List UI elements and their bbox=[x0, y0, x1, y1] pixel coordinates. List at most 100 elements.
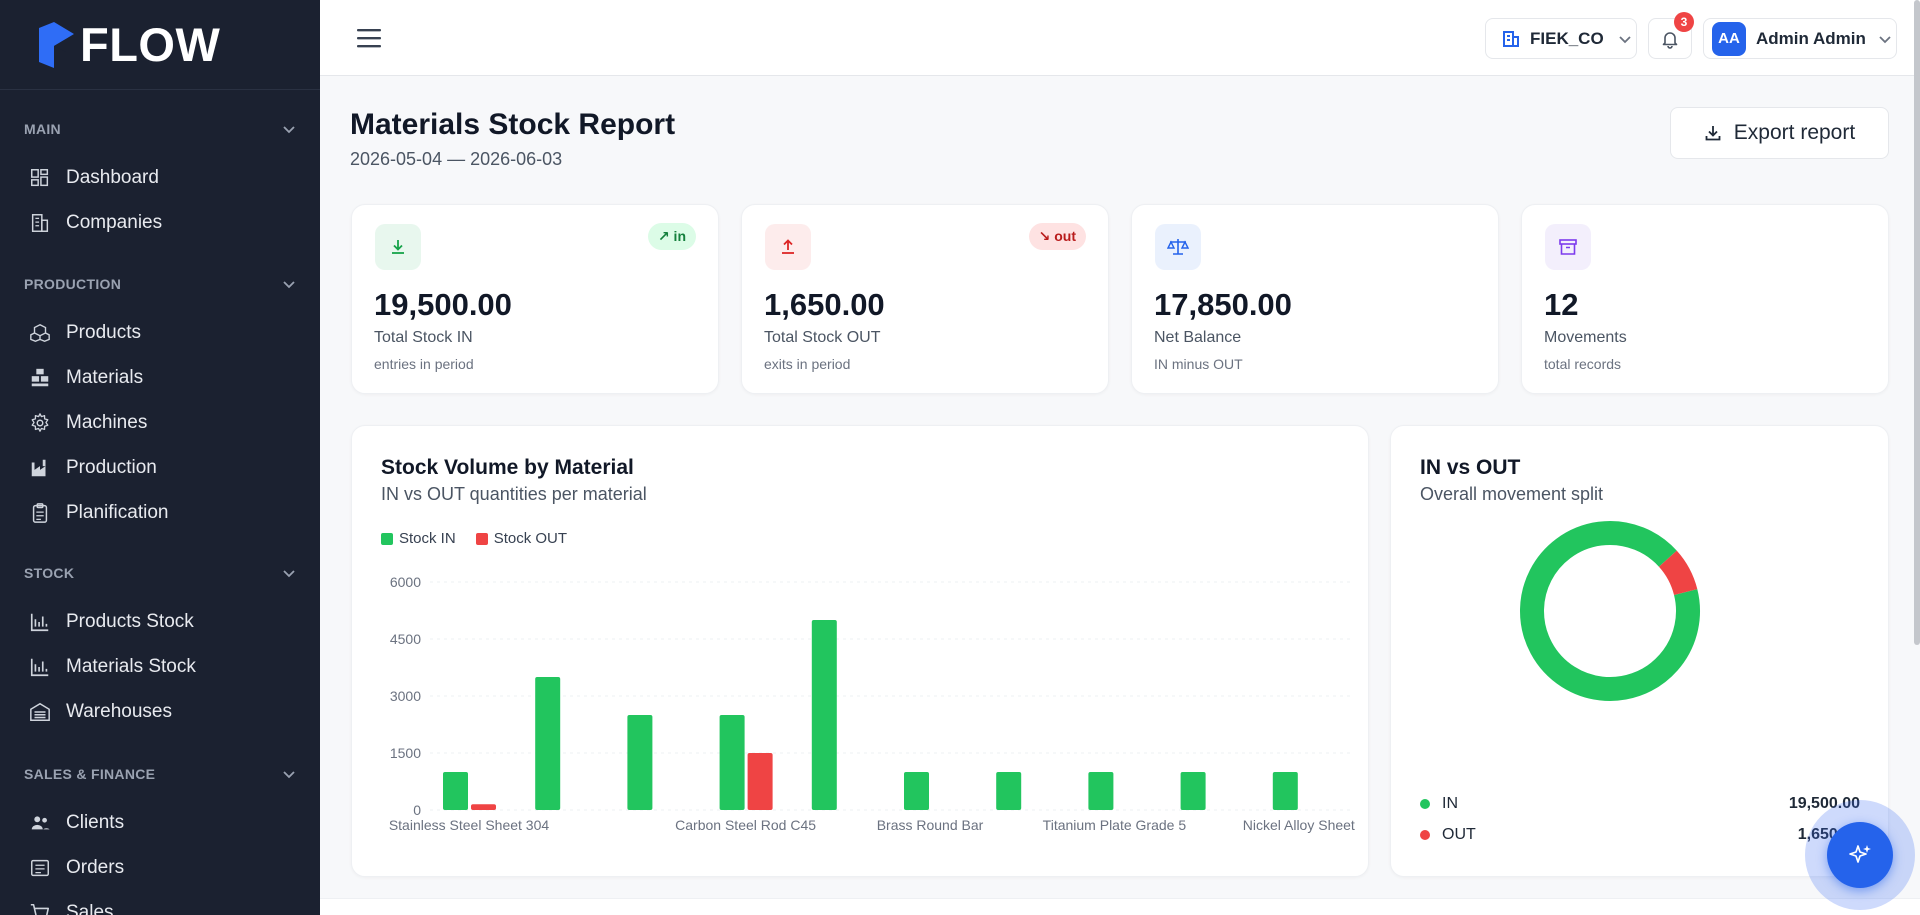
legend-label: IN bbox=[1442, 795, 1458, 812]
flow-logo-icon bbox=[39, 21, 74, 68]
y-tick-label: 1500 bbox=[390, 745, 421, 761]
bell-icon bbox=[1662, 31, 1678, 49]
sidebar-item-materials-stock[interactable]: Materials Stock bbox=[0, 644, 320, 689]
x-tick-label: Brass Round Bar bbox=[877, 817, 984, 833]
sidebar-item-label: Products bbox=[66, 321, 141, 343]
legend-item-stock-in[interactable]: Stock IN bbox=[381, 530, 456, 547]
sidebar-item-label: Sales bbox=[66, 901, 114, 915]
bar-stock-in bbox=[1088, 772, 1114, 810]
sidebar-section-sales-finance: SALES & FINANCE Clients Orders Sales bbox=[0, 760, 320, 915]
stat-value: 12 bbox=[1544, 287, 1579, 322]
menu-icon[interactable] bbox=[356, 27, 382, 49]
building-icon bbox=[1503, 30, 1519, 47]
scale-icon bbox=[1155, 224, 1201, 270]
date-range: 2026-05-04 — 2026-06-03 bbox=[350, 149, 563, 169]
y-tick-label: 0 bbox=[413, 802, 421, 818]
sidebar-item-orders[interactable]: Orders bbox=[0, 845, 320, 890]
chevron-down-icon bbox=[283, 570, 295, 578]
sidebar-section-stock: STOCK Products Stock Materials Stock Wareho… bbox=[0, 559, 320, 734]
in-vs-out-panel: IN vs OUT Overall movement split IN 19,5… bbox=[1390, 425, 1889, 877]
stat-sub: exits in period bbox=[764, 356, 851, 372]
user-name: Admin Admin bbox=[1756, 28, 1866, 48]
bar-stock-in bbox=[535, 677, 561, 810]
building-icon bbox=[28, 211, 52, 235]
company-selector[interactable]: FIEK_CO bbox=[1485, 18, 1637, 59]
sidebar-section-production: PRODUCTION Products Materials Machines Produ… bbox=[0, 270, 320, 535]
stat-value: 17,850.00 bbox=[1154, 287, 1292, 322]
warehouse-icon bbox=[28, 700, 52, 724]
stat-label: Movements bbox=[1544, 329, 1627, 346]
upload-icon bbox=[765, 224, 811, 270]
y-tick-label: 6000 bbox=[390, 574, 421, 590]
clipboard-icon bbox=[28, 501, 52, 525]
donut-slice-in bbox=[1520, 521, 1700, 701]
chevron-down-icon bbox=[1619, 35, 1631, 43]
dashboard-icon bbox=[28, 166, 52, 190]
sidebar-item-machines[interactable]: Machines bbox=[0, 400, 320, 445]
sparkles-icon bbox=[1849, 845, 1871, 863]
y-tick-label: 4500 bbox=[390, 631, 421, 647]
brand[interactable]: FLOW bbox=[0, 0, 320, 90]
company-name: FIEK_CO bbox=[1530, 28, 1604, 48]
stat-card-stock-out: ↘ out 1,650.00 Total Stock OUT exits in … bbox=[741, 204, 1109, 394]
materials-icon bbox=[28, 366, 52, 390]
sidebar-item-label: Orders bbox=[66, 856, 125, 878]
user-menu[interactable]: AA Admin Admin bbox=[1703, 18, 1897, 59]
bar-stock-in bbox=[904, 772, 929, 810]
sidebar-item-label: Machines bbox=[66, 411, 148, 433]
notification-count-badge: 3 bbox=[1674, 12, 1694, 32]
donut-legend-in: IN 19,500.00 bbox=[1420, 795, 1860, 813]
legend-label: OUT bbox=[1442, 826, 1476, 843]
users-icon bbox=[28, 811, 52, 835]
bar-stock-in bbox=[627, 715, 653, 810]
x-tick-label: Carbon Steel Rod C45 bbox=[675, 817, 816, 833]
sidebar-item-warehouses[interactable]: Warehouses bbox=[0, 689, 320, 734]
cart-icon bbox=[28, 901, 52, 915]
sidebar: FLOW MAIN Dashboard Companies PRODUCTION Pro… bbox=[0, 0, 320, 915]
sidebar-section-header[interactable]: SALES & FINANCE bbox=[0, 760, 320, 788]
notifications-button[interactable]: 3 bbox=[1648, 12, 1694, 59]
section-label: STOCK bbox=[24, 565, 75, 581]
donut-chart bbox=[1520, 521, 1700, 701]
bar-chart-icon bbox=[28, 655, 52, 679]
panel-title: IN vs OUT bbox=[1420, 456, 1521, 479]
sidebar-item-products-stock[interactable]: Products Stock bbox=[0, 599, 320, 644]
sidebar-item-label: Companies bbox=[66, 211, 163, 233]
sidebar-section-header[interactable]: MAIN bbox=[0, 115, 320, 143]
sidebar-item-planification[interactable]: Planification bbox=[0, 490, 320, 535]
sidebar-section-header[interactable]: STOCK bbox=[0, 559, 320, 587]
bar-stock-out bbox=[471, 804, 496, 810]
export-report-button[interactable]: Export report bbox=[1670, 107, 1889, 159]
stat-label: Total Stock OUT bbox=[764, 329, 881, 346]
sidebar-item-label: Materials bbox=[66, 366, 144, 388]
scrollbar[interactable] bbox=[1914, 0, 1920, 645]
sidebar-item-products[interactable]: Products bbox=[0, 310, 320, 355]
in-badge: ↗ in bbox=[647, 223, 696, 250]
stat-value: 1,650.00 bbox=[764, 287, 885, 322]
sidebar-item-materials[interactable]: Materials bbox=[0, 355, 320, 400]
factory-icon bbox=[28, 456, 52, 480]
sidebar-item-label: Materials Stock bbox=[66, 655, 196, 677]
y-tick-label: 3000 bbox=[390, 688, 421, 704]
legend-value: 19,500.00 bbox=[1788, 795, 1860, 812]
bar-stock-in bbox=[1272, 772, 1298, 810]
ai-assistant-button[interactable] bbox=[1805, 800, 1915, 910]
legend-item-stock-out[interactable]: Stock OUT bbox=[475, 530, 567, 547]
chevron-down-icon bbox=[283, 771, 295, 779]
download-icon bbox=[1704, 124, 1722, 142]
sidebar-item-companies[interactable]: Companies bbox=[0, 200, 320, 245]
sidebar-item-production[interactable]: Production bbox=[0, 445, 320, 490]
export-report-label: Export report bbox=[1733, 121, 1856, 144]
page-title: Materials Stock Report bbox=[350, 108, 676, 141]
sidebar-section-header[interactable]: PRODUCTION bbox=[0, 270, 320, 298]
sidebar-item-dashboard[interactable]: Dashboard bbox=[0, 155, 320, 200]
sidebar-item-label: Production bbox=[66, 456, 157, 478]
legend-label: Stock IN bbox=[399, 530, 456, 547]
stat-label: Total Stock IN bbox=[374, 329, 473, 346]
sidebar-item-sales[interactable]: Sales bbox=[0, 890, 320, 915]
gear-icon bbox=[28, 411, 52, 435]
sidebar-item-clients[interactable]: Clients bbox=[0, 800, 320, 845]
fab-core bbox=[1827, 822, 1893, 888]
donut-legend-out: OUT 1,650.00 bbox=[1420, 826, 1860, 844]
section-label: SALES & FINANCE bbox=[24, 766, 156, 782]
